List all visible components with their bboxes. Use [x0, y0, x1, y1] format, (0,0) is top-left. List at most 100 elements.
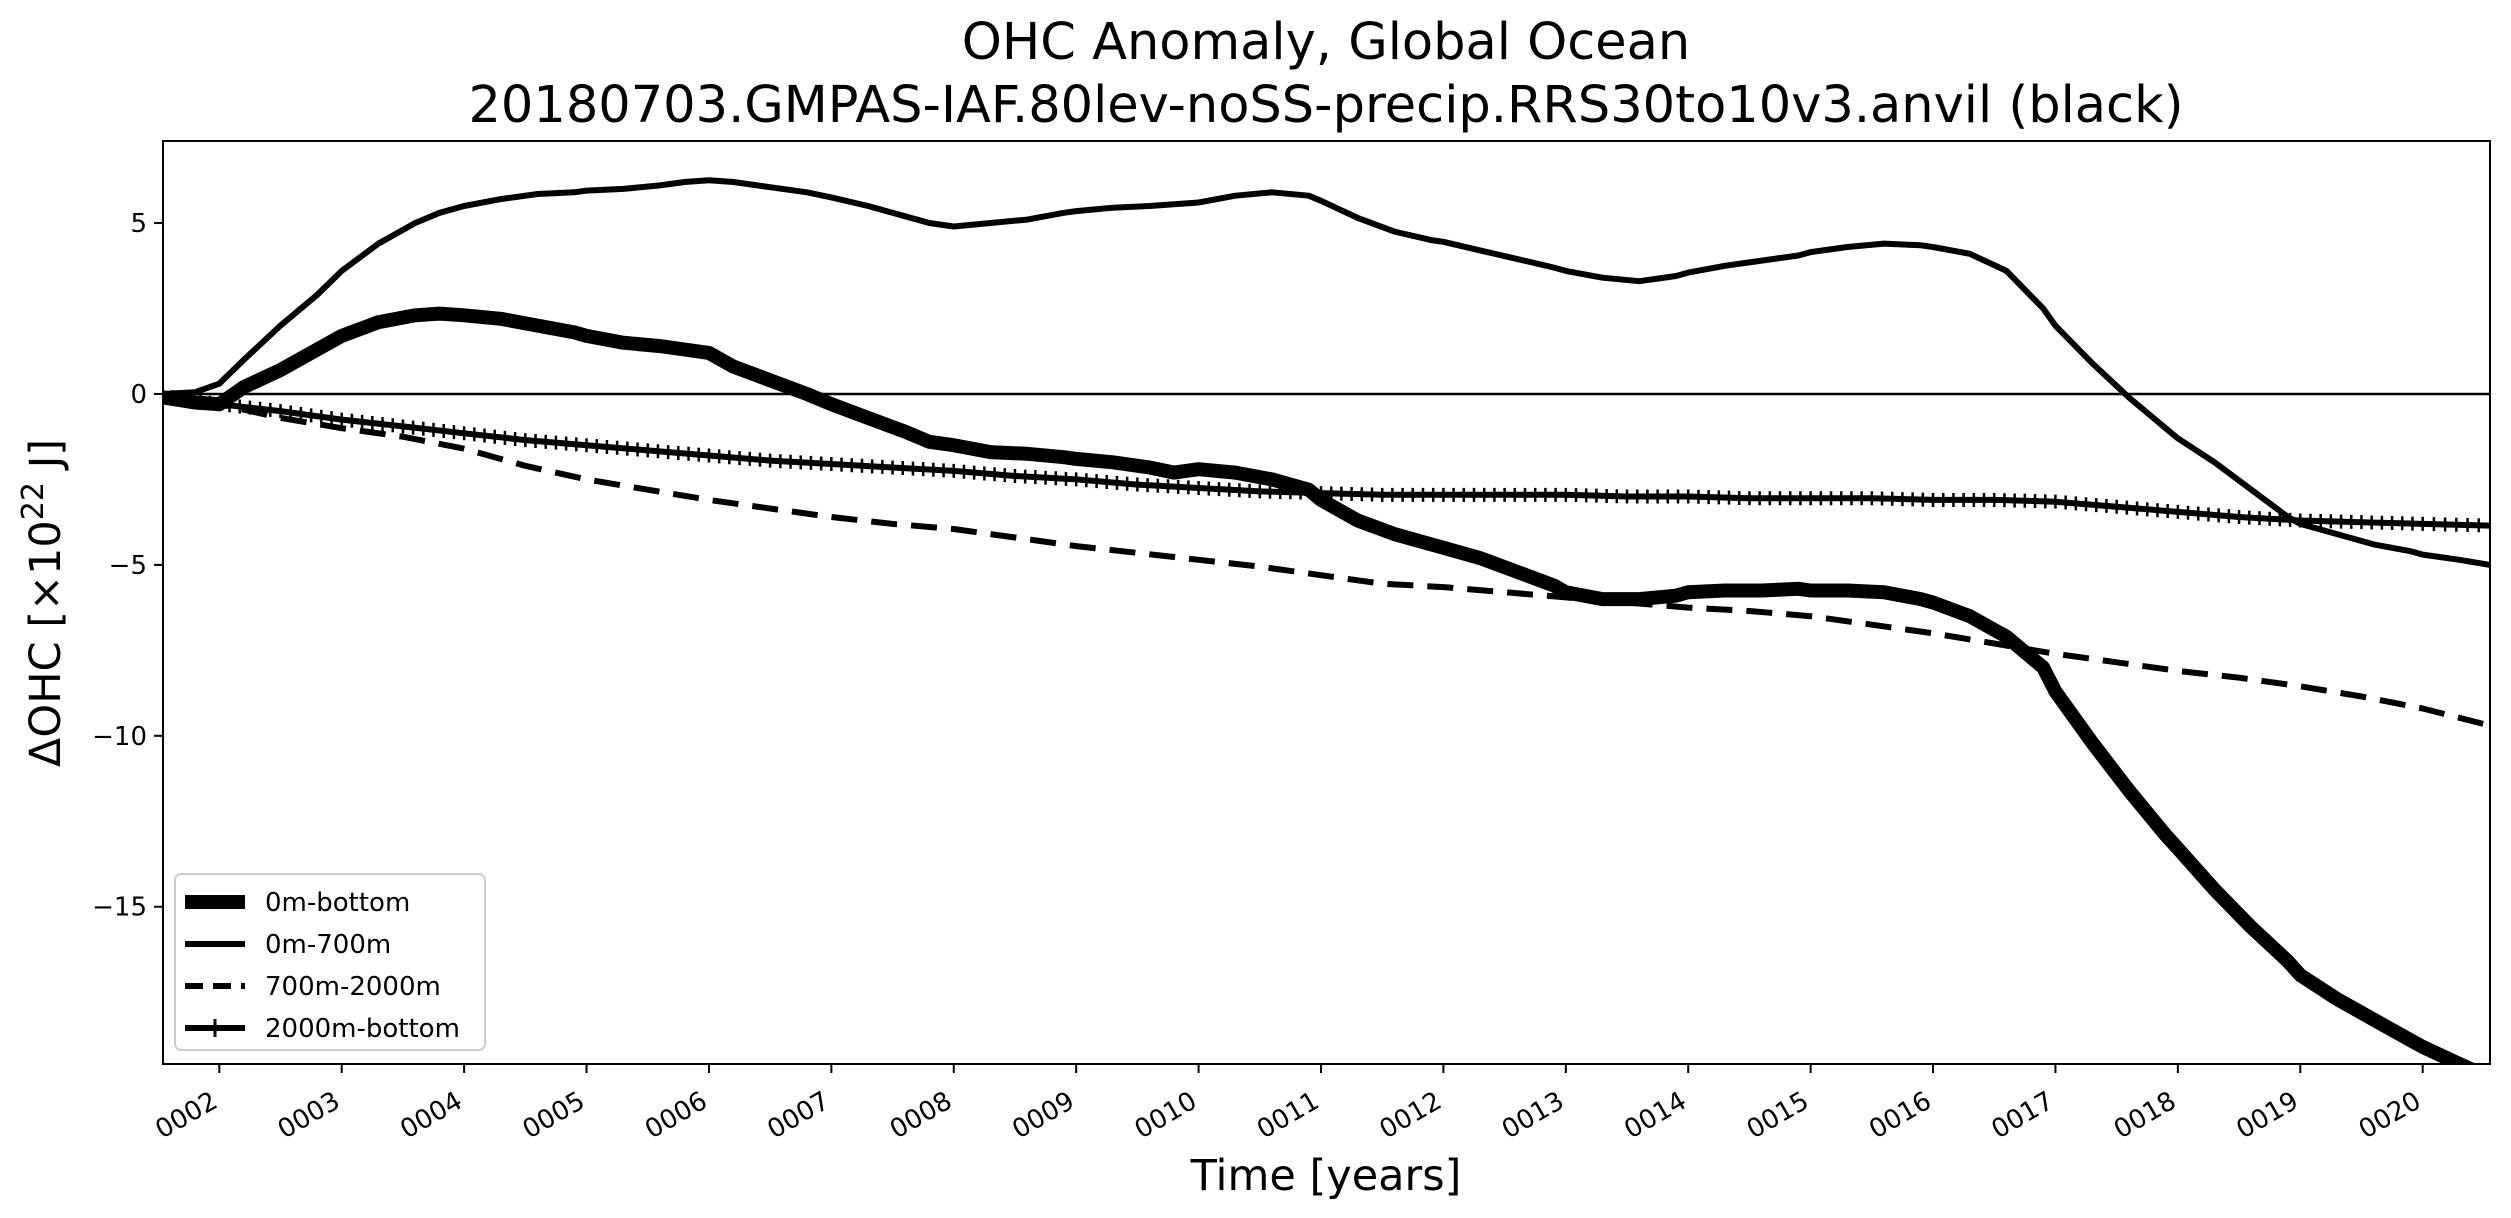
series-marker-2000m-bottom: [326, 411, 337, 426]
series-marker-2000m-bottom: [2070, 496, 2081, 511]
series-marker-2000m-bottom: [530, 433, 541, 448]
series-marker-2000m-bottom: [1917, 492, 1928, 507]
series-marker-2000m-bottom: [958, 464, 969, 479]
series-marker-2000m-bottom: [1611, 489, 1622, 504]
series-marker-2000m-bottom: [969, 465, 980, 480]
y-tick-label: −15: [92, 893, 147, 923]
series-marker-2000m-bottom: [1091, 474, 1102, 489]
series-marker-2000m-bottom: [2030, 494, 2041, 509]
series-marker-2000m-bottom: [377, 417, 388, 432]
plot-frame: [162, 140, 2491, 1065]
series-marker-2000m-bottom: [1479, 487, 1490, 502]
series-marker-2000m-bottom: [928, 462, 939, 477]
series-marker-2000m-bottom: [846, 458, 857, 473]
legend-box: [174, 873, 486, 1051]
series-marker-2000m-bottom: [1795, 491, 1806, 506]
series-marker-2000m-bottom: [1418, 487, 1428, 502]
series-marker-2000m-bottom: [1234, 483, 1245, 498]
series-marker-2000m-bottom: [2407, 516, 2418, 531]
series-marker-2000m-bottom: [510, 431, 521, 446]
series-marker-2000m-bottom: [387, 418, 398, 433]
series-marker-2000m-bottom: [2376, 515, 2387, 530]
series-marker-2000m-bottom: [1836, 491, 1847, 506]
series-marker-2000m-bottom: [826, 457, 837, 472]
series-marker-2000m-bottom: [214, 397, 225, 412]
series-marker-2000m-bottom: [2336, 514, 2347, 529]
series-marker-2000m-bottom: [1254, 484, 1265, 499]
series-marker-2000m-bottom: [357, 414, 368, 429]
series-marker-2000m-bottom: [1142, 478, 1153, 493]
series-marker-2000m-bottom: [1509, 487, 1520, 502]
series-marker-2000m-bottom: [693, 447, 704, 462]
x-tick-label: 0005: [518, 1086, 590, 1145]
series-marker-2000m-bottom: [1101, 474, 1112, 489]
series-marker-2000m-bottom: [499, 430, 510, 445]
x-tick-label: 0019: [2231, 1086, 2303, 1145]
series-marker-2000m-bottom: [275, 404, 286, 419]
series-marker-2000m-bottom: [1713, 490, 1724, 505]
series-marker-2000m-bottom: [2417, 516, 2428, 531]
series-marker-2000m-bottom: [1958, 492, 1969, 507]
y-tick-label: −10: [92, 722, 147, 752]
x-tick-label: 0013: [1497, 1086, 1569, 1145]
series-marker-2000m-bottom: [2121, 500, 2132, 515]
series-marker-2000m-bottom: [816, 456, 827, 471]
series-marker-2000m-bottom: [714, 449, 725, 464]
series-lines: [163, 177, 2490, 1064]
x-axis-ticks: 0002 0003 0004 0005 0006 0007 0008 0009 0010 0011…: [151, 1064, 2426, 1145]
series-marker-2000m-bottom: [1060, 471, 1071, 486]
series-marker-2000m-bottom: [2315, 514, 2326, 529]
series-marker-2000m-bottom: [2193, 506, 2204, 521]
series-marker-2000m-bottom: [724, 450, 735, 465]
series-marker-2000m-bottom: [591, 439, 602, 454]
series-marker-2000m-bottom: [887, 460, 898, 475]
series-marker-2000m-bottom: [1866, 491, 1877, 506]
series-marker-2000m-bottom: [1724, 490, 1735, 505]
series-marker-2000m-bottom: [1530, 487, 1541, 502]
x-tick-label: 0011: [1252, 1086, 1324, 1145]
series-marker-2000m-bottom: [632, 442, 643, 457]
series-marker-2000m-bottom: [2213, 508, 2224, 523]
series-marker-2000m-bottom: [1846, 491, 1857, 506]
series-marker-2000m-bottom: [1764, 491, 1775, 506]
y-tick-label: −5: [109, 551, 147, 581]
y-axis-label: ΔOHC [×1022 J]: [16, 439, 71, 767]
series-marker-2000m-bottom: [1050, 471, 1061, 486]
series-marker-2000m-bottom: [224, 398, 235, 413]
series-line-0m-bottom: [163, 306, 2477, 1064]
series-marker-2000m-bottom: [2285, 512, 2296, 527]
series-marker-2000m-bottom: [1968, 492, 1979, 507]
series-marker-2000m-bottom: [571, 437, 582, 452]
series-marker-2000m-bottom: [1213, 482, 1224, 497]
series-marker-2000m-bottom: [1856, 491, 1867, 506]
series-marker-2000m-bottom: [989, 467, 1000, 482]
series-marker-2000m-bottom: [1193, 480, 1204, 495]
legend-label-0m-700m: 0m-700m: [265, 930, 391, 960]
series-marker-2000m-bottom: [2473, 518, 2484, 533]
series-marker-2000m-bottom: [1887, 491, 1898, 506]
series-marker-2000m-bottom: [1305, 485, 1316, 500]
series-marker-2000m-bottom: [1111, 475, 1122, 490]
series-marker-2000m-bottom: [877, 459, 888, 474]
series-marker-2000m-bottom: [489, 429, 500, 444]
series-marker-2000m-bottom: [2428, 517, 2439, 532]
series-marker-2000m-bottom: [1203, 481, 1214, 496]
series-marker-2000m-bottom: [1907, 492, 1918, 507]
series-marker-2000m-bottom: [2183, 505, 2194, 520]
x-tick-label: 0016: [1864, 1086, 1936, 1145]
series-marker-2000m-bottom: [918, 462, 929, 477]
x-tick-label: 0008: [885, 1086, 957, 1145]
series-marker-2000m-bottom: [1499, 487, 1510, 502]
series-marker-2000m-bottom: [336, 412, 347, 427]
series-marker-2000m-bottom: [306, 408, 317, 423]
series-marker-2000m-bottom: [765, 453, 776, 468]
series-marker-2000m-bottom: [1183, 480, 1194, 495]
series-marker-2000m-bottom: [1152, 478, 1163, 493]
series-marker-2000m-bottom: [1326, 486, 1337, 501]
series-marker-2000m-bottom: [1550, 487, 1561, 502]
legend-label-2000m-bottom: 2000m-bottom: [265, 1014, 460, 1044]
series-marker-2000m-bottom: [1662, 489, 1673, 504]
series-marker-2000m-bottom: [1591, 488, 1602, 503]
series-marker-2000m-bottom: [1581, 488, 1592, 503]
